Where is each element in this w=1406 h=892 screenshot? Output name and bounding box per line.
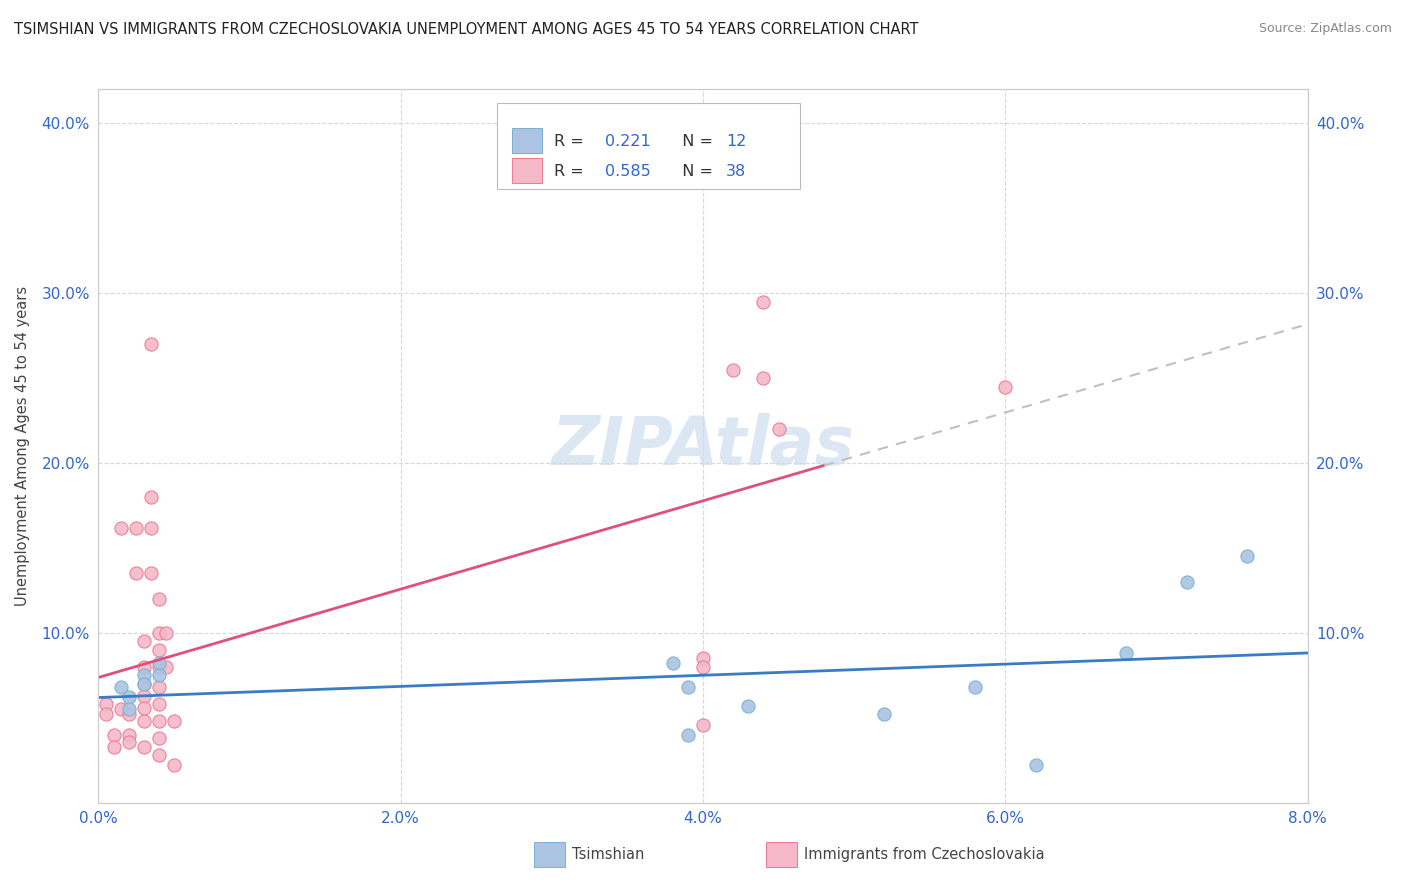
Text: ZIPAtlas: ZIPAtlas — [551, 413, 855, 479]
FancyBboxPatch shape — [512, 158, 543, 184]
Point — [692, 717, 714, 731]
Text: 38: 38 — [725, 164, 747, 178]
Point — [662, 657, 685, 671]
Point — [132, 660, 155, 674]
Point — [676, 680, 699, 694]
Point — [132, 668, 155, 682]
Point — [148, 698, 170, 712]
Text: Source: ZipAtlas.com: Source: ZipAtlas.com — [1258, 22, 1392, 36]
Point — [94, 698, 117, 712]
Point — [141, 566, 163, 581]
Point — [148, 660, 170, 674]
FancyBboxPatch shape — [512, 128, 543, 153]
Point — [1115, 646, 1137, 660]
Text: N =: N = — [672, 164, 717, 178]
Point — [676, 728, 699, 742]
Point — [118, 734, 141, 748]
Point — [155, 626, 177, 640]
Text: R =: R = — [554, 134, 589, 149]
Point — [103, 739, 125, 754]
Point — [873, 707, 896, 722]
Point — [768, 422, 790, 436]
Point — [148, 591, 170, 606]
Point — [692, 660, 714, 674]
Point — [155, 660, 177, 674]
Point — [994, 379, 1017, 393]
Point — [110, 680, 132, 694]
Point — [110, 702, 132, 716]
Point — [1236, 549, 1258, 564]
Point — [110, 520, 132, 534]
Point — [692, 651, 714, 665]
Point — [141, 490, 163, 504]
Point — [141, 337, 163, 351]
Point — [94, 707, 117, 722]
Point — [132, 700, 155, 714]
Text: Tsimshian: Tsimshian — [572, 847, 644, 862]
Point — [118, 690, 141, 705]
Point — [118, 702, 141, 716]
Point — [103, 728, 125, 742]
Point — [132, 677, 155, 691]
Point — [148, 668, 170, 682]
Point — [1025, 758, 1047, 772]
Text: 0.221: 0.221 — [605, 134, 651, 149]
Point — [1175, 574, 1198, 589]
Text: Immigrants from Czechoslovakia: Immigrants from Czechoslovakia — [804, 847, 1045, 862]
FancyBboxPatch shape — [498, 103, 800, 189]
Point — [132, 689, 155, 703]
Point — [118, 728, 141, 742]
Point — [148, 626, 170, 640]
Text: 0.585: 0.585 — [605, 164, 651, 178]
Point — [148, 680, 170, 694]
Point — [132, 739, 155, 754]
Point — [148, 748, 170, 763]
Text: 12: 12 — [725, 134, 747, 149]
Point — [752, 294, 775, 309]
Point — [141, 520, 163, 534]
Text: N =: N = — [672, 134, 717, 149]
Point — [965, 680, 987, 694]
Point — [752, 371, 775, 385]
Point — [737, 698, 759, 713]
Point — [132, 714, 155, 729]
Y-axis label: Unemployment Among Ages 45 to 54 years: Unemployment Among Ages 45 to 54 years — [15, 286, 31, 606]
Point — [148, 657, 170, 671]
Point — [148, 714, 170, 729]
Point — [132, 677, 155, 691]
Point — [118, 707, 141, 722]
Point — [163, 714, 186, 729]
Point — [148, 731, 170, 746]
Text: R =: R = — [554, 164, 589, 178]
Point — [125, 520, 148, 534]
Point — [723, 362, 745, 376]
Point — [148, 643, 170, 657]
Point — [163, 758, 186, 772]
Text: TSIMSHIAN VS IMMIGRANTS FROM CZECHOSLOVAKIA UNEMPLOYMENT AMONG AGES 45 TO 54 YEA: TSIMSHIAN VS IMMIGRANTS FROM CZECHOSLOVA… — [14, 22, 918, 37]
Point — [125, 566, 148, 581]
Point — [132, 634, 155, 648]
